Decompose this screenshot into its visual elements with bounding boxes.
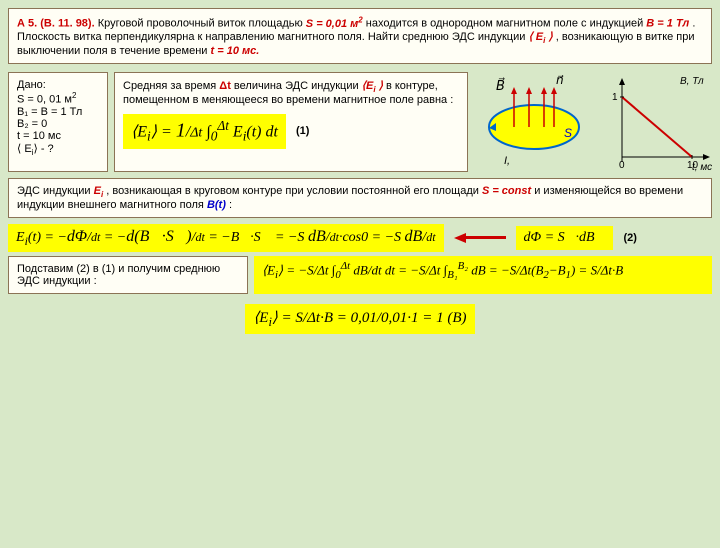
problem-t: t = 10 мс.	[211, 45, 260, 57]
bt-graph: B, Тл t, мс 1 0 10	[602, 72, 712, 172]
formula-2-label: (2)	[623, 232, 636, 244]
formula-4: ⟨Ei⟩ = S/Δt·B = 0,01/0,01·1 = 1 (В)	[245, 304, 474, 334]
problem-S: S = 0,01 м2	[306, 18, 363, 30]
diagrams: B⃗ n⃗ S I, B, Тл t, мс 1 0 10	[474, 72, 712, 172]
formula-1: ⟨Ei⟩ = 1/Δt ∫0Δt Ei(t) dt	[123, 114, 286, 149]
formula-1-label: (1)	[296, 125, 309, 137]
arrow-line	[466, 236, 506, 239]
description-box: Средняя за время Δt величина ЭДС индукци…	[114, 72, 468, 172]
formula-2-row: Ei(t) = −dΦ/dt = −d(B⃗·S⃗)/dt = −B⃗·S⃗ =…	[8, 224, 712, 252]
origin-label: 0	[619, 160, 625, 171]
subst-row: Подставим (2) в (1) и получим среднюю ЭД…	[8, 256, 712, 294]
n-label: n⃗	[556, 73, 564, 87]
given-find: ⟨ Ei⟩ - ?	[17, 142, 99, 157]
main-row: Дано: S = 0, 01 м2 B₁ = B = 1 Тл B₂ = 0 …	[8, 72, 712, 172]
S-label: S	[564, 126, 572, 140]
given-line-1: S = 0, 01 м2	[17, 91, 99, 106]
given-box: Дано: S = 0, 01 м2 B₁ = B = 1 Тл B₂ = 0 …	[8, 72, 108, 172]
formula-2-main: Ei(t) = −dΦ/dt = −d(B⃗·S⃗)/dt = −B⃗·S⃗ =…	[8, 224, 444, 252]
loop-diagram: B⃗ n⃗ S I,	[474, 72, 594, 172]
y-axis-label: B, Тл	[680, 76, 704, 87]
formula-3: ⟨Ei⟩ = −S/Δt ∫0Δt dB/dt dt = −S/Δt ∫B₁B₂…	[254, 256, 712, 294]
x-max-label: 10	[687, 160, 699, 171]
problem-Ei: ⟨ Ei ⟩	[528, 31, 552, 43]
problem-B: B = 1 Тл	[646, 18, 689, 30]
given-line-2: B₁ = B = 1 Тл	[17, 106, 99, 118]
given-line-3: B₂ = 0	[17, 118, 99, 130]
final-row: ⟨Ei⟩ = S/Δt·B = 0,01/0,01·1 = 1 (В)	[8, 304, 712, 334]
problem-text-2: находится в однородном магнитном поле с …	[366, 18, 647, 30]
formula-2-aux: dΦ = S⃗·dB⃗	[516, 226, 614, 250]
explanation-box: ЭДС индукции Ei , возникающая в круговом…	[8, 178, 712, 218]
problem-text-1: Круговой проволочный виток площадью	[98, 18, 306, 30]
y-max-label: 1	[612, 92, 618, 103]
problem-statement: А 5. (В. 11. 98). Круговой проволочный в…	[8, 8, 712, 64]
B-label: B⃗	[496, 77, 505, 92]
desc-text: Средняя за время Δt величина ЭДС индукци…	[123, 79, 459, 106]
problem-number: А 5. (В. 11. 98).	[17, 18, 95, 30]
given-title: Дано:	[17, 79, 99, 91]
arrow-left-icon	[454, 233, 466, 243]
I-label: I,	[504, 155, 510, 167]
given-line-4: t = 10 мс	[17, 130, 99, 142]
substitution-box: Подставим (2) в (1) и получим среднюю ЭД…	[8, 256, 248, 294]
